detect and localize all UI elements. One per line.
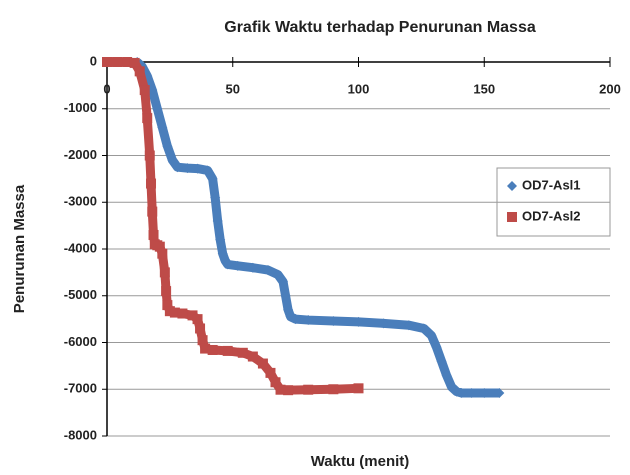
marker [187,310,198,321]
marker [146,178,157,189]
y-tick-label: -6000 [64,334,97,349]
y-tick-label: -3000 [64,194,97,209]
x-axis-label: Waktu (menit) [311,453,410,470]
marker [270,377,281,388]
marker [157,248,168,259]
marker [167,155,178,166]
marker [328,384,339,395]
marker [192,163,203,174]
marker [112,57,123,67]
marker [353,383,364,394]
series-line [134,58,500,398]
marker [177,308,188,319]
marker [148,229,159,240]
marker [161,286,172,297]
x-tick-label: 50 [226,81,240,96]
y-tick-label: -7000 [64,381,97,396]
marker [403,320,414,331]
marker [353,316,364,327]
y-axis-label: Penurunan Massa [11,184,28,313]
marker [431,342,442,353]
marker [262,265,273,276]
series-line [107,57,359,395]
marker [147,85,158,96]
marker [182,163,193,174]
marker [162,141,173,152]
marker [426,330,437,341]
legend-label: OD7-Asl1 [522,177,581,192]
marker [418,323,429,334]
marker [247,351,258,362]
marker [192,314,203,325]
marker [207,173,218,184]
marker [479,387,490,398]
y-tick-label: 0 [90,53,97,68]
marker [197,335,208,346]
marker [202,165,213,176]
marker [436,356,447,367]
marker [154,241,165,252]
x-tick-label: 0 [103,81,110,96]
marker [303,384,314,395]
marker [283,385,294,396]
legend-marker [507,181,517,191]
marker [280,290,291,301]
marker [159,267,170,278]
marker [441,370,452,381]
marker [102,57,112,67]
marker [152,103,163,114]
x-tick-label: 200 [599,81,621,96]
marker [157,122,168,133]
marker [222,345,233,356]
x-tick-label: 150 [473,81,495,96]
y-tick-label: -2000 [64,147,97,162]
chart-title: Grafik Waktu terhadap Penurunan Massa [224,19,536,36]
marker [200,343,211,354]
marker [278,276,289,287]
marker [142,113,153,124]
marker [290,314,301,325]
marker [247,262,258,273]
marker [237,347,248,358]
marker [169,307,180,318]
marker [172,162,183,173]
marker [494,387,505,398]
marker [207,344,218,355]
marker [265,367,276,378]
y-tick-label: -5000 [64,287,97,302]
marker [273,269,284,280]
marker [195,323,206,334]
marker [122,57,133,67]
marker [257,358,268,369]
legend-marker [507,212,517,222]
marker [210,192,221,203]
marker [215,234,226,245]
marker [162,300,173,311]
marker [456,387,467,398]
marker [144,150,155,161]
legend-label: OD7-Asl2 [522,208,581,223]
marker [139,85,150,96]
y-tick-label: -8000 [64,427,97,442]
marker [164,306,175,317]
marker [303,315,314,326]
y-tick-label: -1000 [64,100,97,115]
marker [275,384,286,395]
x-tick-label: 100 [348,81,370,96]
marker [134,66,145,77]
marker [378,318,389,329]
marker [222,259,233,270]
marker [129,57,140,68]
marker [466,387,477,398]
marker [147,206,158,217]
marker [212,215,223,226]
marker [232,260,243,271]
y-tick-label: -4000 [64,240,97,255]
marker [328,315,339,326]
